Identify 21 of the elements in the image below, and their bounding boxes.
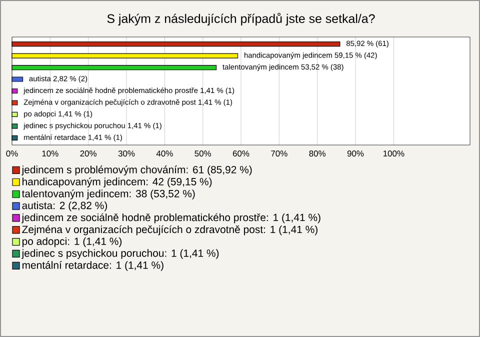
x-tick-label: 70% [271, 150, 288, 157]
x-tick-label: 60% [232, 150, 250, 157]
legend-label: po adopci: 1 (1,41 %) [22, 237, 122, 248]
legend-label: Zejména v organizacích pečujících o zdravotně post: 1 (1,41 %) [22, 225, 318, 236]
legend-label: jedincem s problémovým chováním: 61 (85,92 %) [22, 166, 252, 176]
legend-label: talentovaným jedincem: 38 (53,52 %) [22, 190, 195, 200]
x-tick-label: 10% [42, 150, 58, 157]
legend-label: jedinec s psychickou poruchou: 1 (1,41 %) [22, 249, 219, 259]
x-tick-label: 90% [347, 150, 364, 157]
x-tick-label: 40% [156, 150, 173, 157]
legend-label: autista: 2 (2,82 %) [22, 202, 107, 212]
x-tick-label: 50% [194, 150, 212, 157]
x-tick-label: 20% [80, 150, 97, 157]
legend-label: mentální retardace: 1 (1,41 %) [22, 261, 164, 271]
x-tick-label: 80% [309, 150, 326, 157]
legend-label: handicapovaným jedincem: 42 (59,15 %) [22, 178, 212, 188]
chart-title: S jakým z následujících případů jste se setkal/a? [107, 12, 375, 26]
legend-label: jedincem ze sociálně hodně problematického prostře: 1 (1,41 %) [22, 213, 320, 224]
x-tick-label: 0% [6, 150, 18, 157]
x-tick-label: 100% [383, 150, 404, 157]
x-tick-label: 30% [118, 150, 135, 157]
